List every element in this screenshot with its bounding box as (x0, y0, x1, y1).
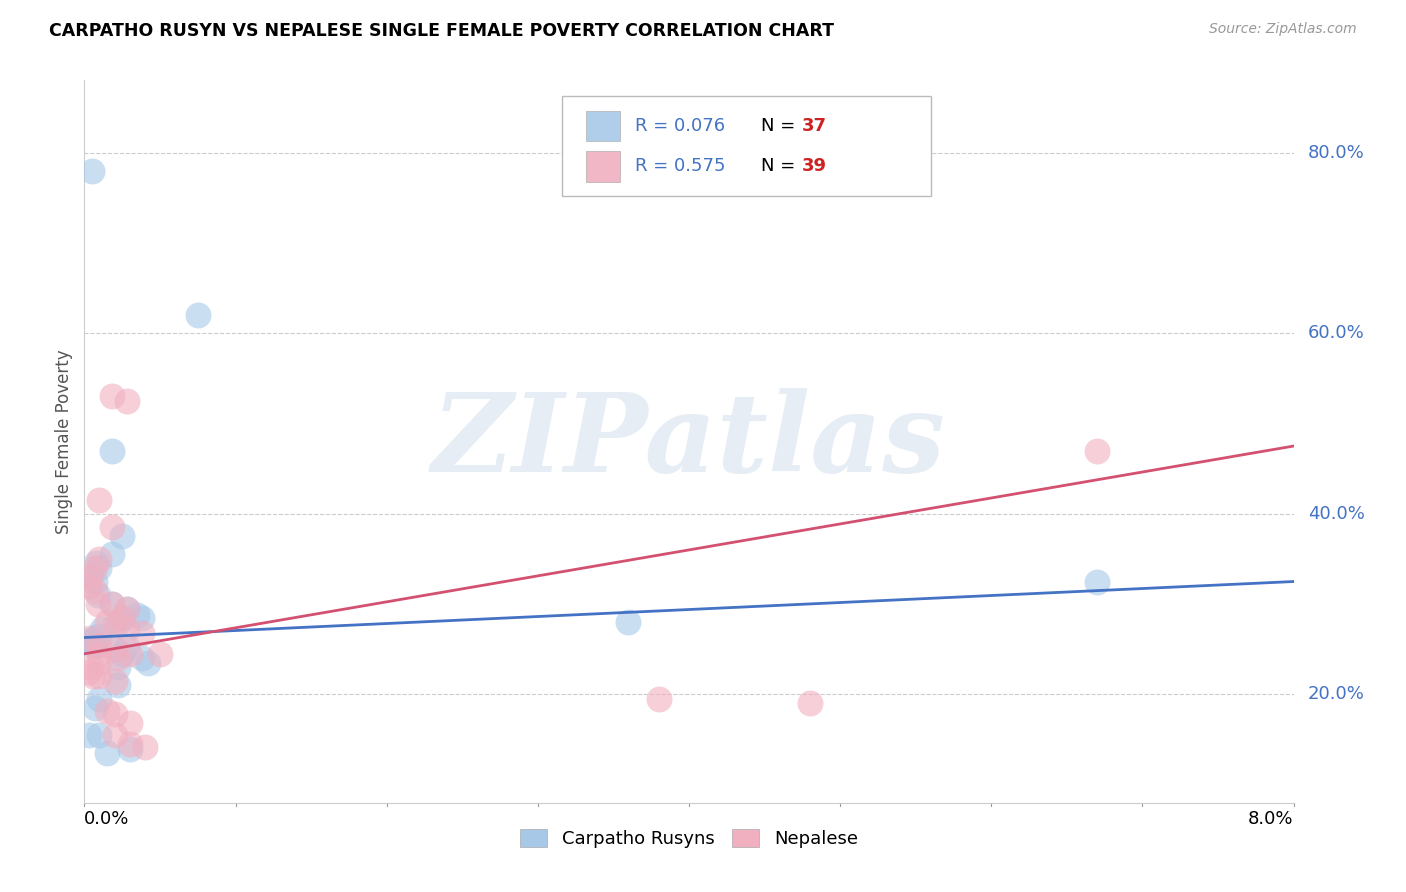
Point (107, 651, 129, 665)
Point (84, 574, 107, 589)
Text: 60.0%: 60.0% (1308, 324, 1365, 343)
Text: 0.0%: 0.0% (84, 810, 129, 828)
Point (96, 746, 118, 760)
Point (187, 308, 209, 322)
Point (111, 529, 134, 543)
Point (79, 570, 101, 584)
Point (79, 631, 101, 645)
Text: 80.0%: 80.0% (1308, 144, 1365, 161)
Point (104, 707, 127, 722)
Text: 40.0%: 40.0% (1308, 505, 1365, 523)
Text: CARPATHO RUSYN VS NEPALESE SINGLE FEMALE POVERTY CORRELATION CHART: CARPATHO RUSYN VS NEPALESE SINGLE FEMALE… (49, 22, 834, 40)
Point (80, 638, 103, 652)
Point (77, 579, 100, 593)
Point (100, 520, 122, 534)
Point (100, 389, 122, 403)
Point (89, 561, 111, 575)
Point (115, 601, 138, 615)
Point (96, 615, 118, 630)
Point (118, 737, 141, 751)
Point (136, 656, 159, 670)
Point (799, 697, 821, 711)
Point (100, 640, 122, 654)
Point (115, 601, 138, 615)
Point (89, 692, 111, 706)
Point (134, 739, 156, 754)
Point (104, 617, 127, 632)
Text: 20.0%: 20.0% (1308, 685, 1365, 704)
Text: N =: N = (762, 117, 801, 135)
Point (87, 629, 110, 643)
Point (89, 552, 111, 566)
Point (131, 626, 153, 640)
Point (100, 597, 122, 611)
Point (87, 597, 110, 611)
Point (91, 623, 114, 637)
Point (648, 692, 671, 706)
Point (89, 669, 111, 683)
Point (149, 647, 172, 661)
Point (80, 660, 103, 674)
Point (111, 647, 134, 661)
Text: N =: N = (762, 157, 801, 176)
Bar (586, 111, 620, 141)
FancyBboxPatch shape (562, 96, 931, 196)
Point (79, 633, 101, 648)
Point (118, 647, 141, 661)
Point (82, 669, 104, 683)
Point (115, 393, 138, 408)
Point (131, 651, 153, 665)
Point (79, 570, 101, 584)
Text: 8.0%: 8.0% (1249, 810, 1294, 828)
Point (86, 638, 108, 652)
Point (111, 610, 134, 624)
Point (77, 665, 100, 679)
Point (131, 610, 153, 624)
Point (107, 678, 129, 692)
Point (96, 704, 118, 718)
Point (617, 615, 640, 630)
Point (104, 673, 127, 688)
Point (127, 607, 149, 622)
Legend: Carpatho Rusyns, Nepalese: Carpatho Rusyns, Nepalese (513, 822, 865, 855)
Point (77, 635, 100, 649)
Text: 39: 39 (801, 157, 827, 176)
Point (89, 647, 111, 661)
Point (89, 728, 111, 742)
Point (89, 656, 111, 670)
Point (104, 728, 127, 742)
Text: R = 0.076: R = 0.076 (634, 117, 724, 135)
Point (1085, 574, 1108, 589)
Point (107, 660, 129, 674)
Text: 37: 37 (801, 117, 827, 135)
Point (100, 548, 122, 562)
Point (84, 701, 107, 715)
Point (115, 640, 138, 655)
Point (104, 642, 127, 657)
Point (80, 163, 103, 178)
Point (100, 443, 122, 458)
Point (115, 623, 138, 637)
Text: ZIPatlas: ZIPatlas (432, 388, 946, 495)
Point (89, 638, 111, 652)
Point (84, 583, 107, 598)
Point (107, 617, 129, 632)
Point (89, 493, 111, 508)
Text: Source: ZipAtlas.com: Source: ZipAtlas.com (1209, 22, 1357, 37)
Point (84, 561, 107, 575)
Point (77, 728, 100, 742)
Point (118, 716, 141, 731)
Point (118, 741, 141, 756)
Point (1085, 443, 1108, 458)
Bar (586, 152, 620, 182)
Y-axis label: Single Female Poverty: Single Female Poverty (55, 350, 73, 533)
Point (111, 610, 134, 624)
Text: R = 0.575: R = 0.575 (634, 157, 725, 176)
Point (86, 557, 108, 571)
Point (87, 588, 110, 602)
Point (100, 597, 122, 611)
